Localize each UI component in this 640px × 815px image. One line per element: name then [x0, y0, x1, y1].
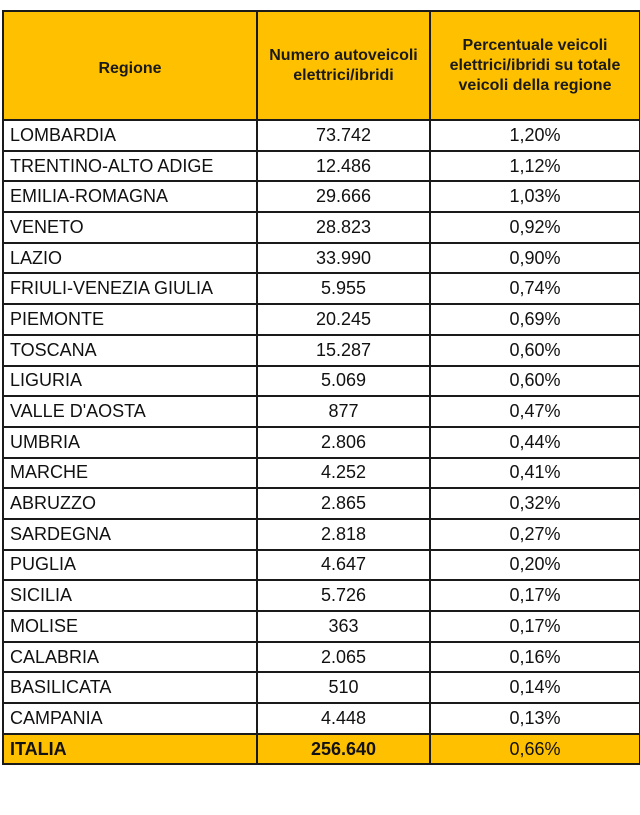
cell-numero: 4.647	[256, 548, 431, 582]
table-row: LAZIO 33.990 0,90%	[2, 241, 640, 275]
cell-numero: 29.666	[256, 180, 431, 214]
table-row: PIEMONTE 20.245 0,69%	[2, 303, 640, 336]
cell-percentuale: 0,47%	[429, 395, 640, 428]
cell-numero: 2.065	[256, 640, 431, 674]
cell-regione: SICILIA	[2, 579, 258, 612]
cell-numero: 73.742	[256, 119, 431, 152]
table-row: VALLE D'AOSTA 877 0,47%	[2, 395, 640, 428]
table-header: Regione Numero autoveicoli elettrici/ibr…	[2, 10, 640, 121]
cell-numero: 5.955	[256, 272, 431, 306]
cell-regione: ABRUZZO	[2, 487, 258, 520]
cell-percentuale: 0,60%	[429, 333, 640, 367]
cell-numero: 877	[256, 395, 431, 428]
cell-percentuale: 1,03%	[429, 180, 640, 214]
cell-numero: 33.990	[256, 241, 431, 275]
cell-numero: 5.726	[256, 579, 431, 612]
cell-percentuale: 0,13%	[429, 702, 640, 735]
cell-numero: 510	[256, 671, 431, 705]
cell-numero: 12.486	[256, 149, 431, 183]
table-row: BASILICATA 510 0,14%	[2, 671, 640, 705]
cell-percentuale: 0,92%	[429, 211, 640, 244]
table-row: MOLISE 363 0,17%	[2, 610, 640, 643]
cell-regione: MARCHE	[2, 456, 258, 490]
cell-regione: FRIULI-VENEZIA GIULIA	[2, 272, 258, 306]
cell-percentuale: 0,60%	[429, 364, 640, 398]
cell-regione: PUGLIA	[2, 548, 258, 582]
cell-regione: CALABRIA	[2, 640, 258, 674]
cell-regione: MOLISE	[2, 610, 258, 643]
cell-regione: LOMBARDIA	[2, 119, 258, 152]
cell-regione: EMILIA-ROMAGNA	[2, 180, 258, 214]
cell-numero: 363	[256, 610, 431, 643]
table-row: TOSCANA 15.287 0,60%	[2, 333, 640, 367]
table-row: LIGURIA 5.069 0,60%	[2, 364, 640, 398]
table-row: MARCHE 4.252 0,41%	[2, 456, 640, 490]
regional-ev-table: Regione Numero autoveicoli elettrici/ibr…	[2, 10, 640, 766]
cell-regione: SARDEGNA	[2, 517, 258, 551]
cell-regione: LAZIO	[2, 241, 258, 275]
cell-regione: CAMPANIA	[2, 702, 258, 735]
cell-numero: 5.069	[256, 364, 431, 398]
cell-percentuale: 0,32%	[429, 487, 640, 520]
cell-percentuale: 0,90%	[429, 241, 640, 275]
cell-percentuale: 0,27%	[429, 517, 640, 551]
cell-regione: LIGURIA	[2, 364, 258, 398]
cell-numero: 2.865	[256, 487, 431, 520]
cell-percentuale: 0,69%	[429, 303, 640, 336]
cell-numero: 4.448	[256, 702, 431, 735]
cell-regione: TOSCANA	[2, 333, 258, 367]
total-row: ITALIA 256.640 0,66%	[2, 732, 640, 766]
cell-numero: 15.287	[256, 333, 431, 367]
cell-numero: 20.245	[256, 303, 431, 336]
cell-percentuale: 0,20%	[429, 548, 640, 582]
cell-regione: UMBRIA	[2, 425, 258, 459]
table-row: PUGLIA 4.647 0,20%	[2, 548, 640, 582]
table-row: SARDEGNA 2.818 0,27%	[2, 517, 640, 551]
header-regione: Regione	[2, 10, 258, 121]
cell-regione: BASILICATA	[2, 671, 258, 705]
table-body: LOMBARDIA 73.742 1,20% TRENTINO-ALTO ADIGE 1…	[2, 119, 640, 766]
table-row: TRENTINO-ALTO ADIGE 12.486 1,12%	[2, 149, 640, 183]
cell-percentuale: 1,12%	[429, 149, 640, 183]
cell-percentuale: 0,17%	[429, 610, 640, 643]
cell-numero: 28.823	[256, 211, 431, 244]
cell-regione: PIEMONTE	[2, 303, 258, 336]
table-row: FRIULI-VENEZIA GIULIA 5.955 0,74%	[2, 272, 640, 306]
cell-numero: 4.252	[256, 456, 431, 490]
cell-percentuale: 0,16%	[429, 640, 640, 674]
cell-regione: VALLE D'AOSTA	[2, 395, 258, 428]
header-row: Regione Numero autoveicoli elettrici/ibr…	[2, 10, 640, 121]
table-row: UMBRIA 2.806 0,44%	[2, 425, 640, 459]
table-row: LOMBARDIA 73.742 1,20%	[2, 119, 640, 152]
table-row: CALABRIA 2.065 0,16%	[2, 640, 640, 674]
total-numero: 256.640	[256, 732, 431, 766]
table-row: ABRUZZO 2.865 0,32%	[2, 487, 640, 520]
cell-percentuale: 0,41%	[429, 456, 640, 490]
table-row: VENETO 28.823 0,92%	[2, 211, 640, 244]
cell-regione: TRENTINO-ALTO ADIGE	[2, 149, 258, 183]
total-percentuale: 0,66%	[429, 732, 640, 766]
cell-numero: 2.818	[256, 517, 431, 551]
cell-regione: VENETO	[2, 211, 258, 244]
total-regione: ITALIA	[2, 732, 258, 766]
header-percentuale: Percentuale veicoli elettrici/ibridi su …	[429, 10, 640, 121]
cell-numero: 2.806	[256, 425, 431, 459]
cell-percentuale: 0,44%	[429, 425, 640, 459]
header-numero: Numero autoveicoli elettrici/ibridi	[256, 10, 431, 121]
cell-percentuale: 0,14%	[429, 671, 640, 705]
table-row: CAMPANIA 4.448 0,13%	[2, 702, 640, 735]
table-row: SICILIA 5.726 0,17%	[2, 579, 640, 612]
table-row: EMILIA-ROMAGNA 29.666 1,03%	[2, 180, 640, 214]
cell-percentuale: 1,20%	[429, 119, 640, 152]
cell-percentuale: 0,17%	[429, 579, 640, 612]
cell-percentuale: 0,74%	[429, 272, 640, 306]
